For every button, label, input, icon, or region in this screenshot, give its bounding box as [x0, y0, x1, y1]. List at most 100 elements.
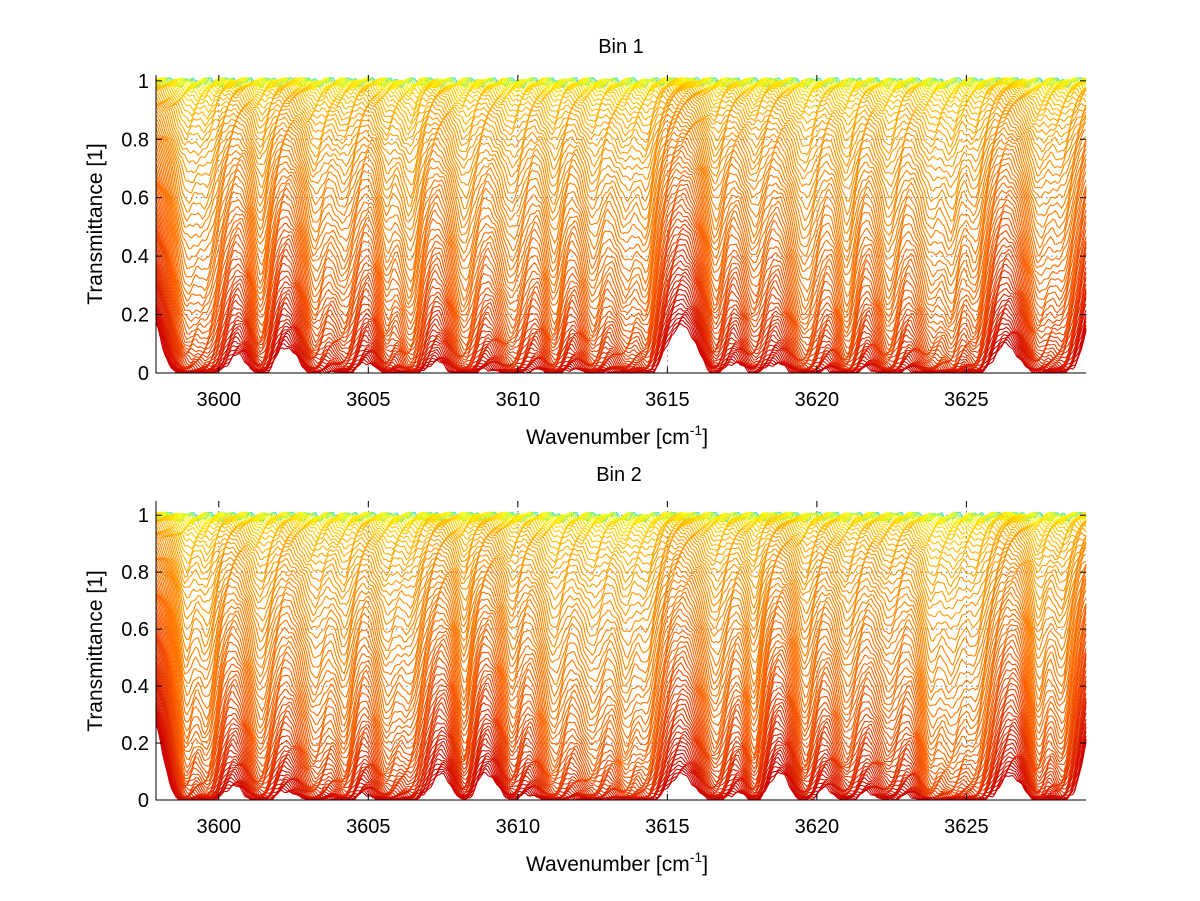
chart-title: Bin 1: [598, 36, 644, 58]
spectrum-line: [155, 174, 1087, 328]
spectrum-line: [155, 598, 1087, 786]
panel-bin-2: 3600 3605 3610 3615 3620 3625 0 0.2 0.4 0.6 0.8 1 B…: [84, 464, 1087, 876]
spectrum-line: [155, 511, 1087, 533]
spectrum-line: [155, 129, 1087, 256]
chart-title: Bin 2: [596, 464, 642, 486]
spectrum-line: [155, 81, 1087, 112]
plot-area-2: 3600 3605 3610 3615 3620 3625 0 0.2 0.4 0.6 0.8 1: [121, 501, 1087, 838]
spectrum-line: [155, 94, 1087, 161]
spectrum-line: [155, 179, 1087, 332]
x-tick-label: 3605: [346, 816, 391, 838]
spectrum-line: [155, 518, 1087, 562]
spectrum-line: [155, 517, 1087, 554]
spectrum-line: [155, 137, 1087, 278]
spectrum-line: [155, 572, 1087, 753]
spectrum-line: [155, 83, 1087, 125]
x-axis-label: Wavenumber [cm-1]: [526, 422, 708, 449]
spectrum-line: [155, 120, 1087, 242]
spectrum-line: [155, 101, 1087, 189]
spectrum-line: [155, 80, 1087, 107]
spectrum-line: [155, 183, 1087, 339]
spectrum-line: [155, 550, 1087, 694]
spectrum-line: [155, 260, 1087, 374]
spectrum-line: [155, 555, 1087, 701]
x-tick-label: 3620: [795, 389, 840, 411]
x-tick-label: 3600: [197, 816, 242, 838]
x-tick-label: 3610: [496, 389, 541, 411]
y-tick-label: 0.6: [121, 619, 149, 641]
spectrum-line: [155, 515, 1087, 544]
spectrum-line: [155, 221, 1087, 363]
spectrum-line: [155, 108, 1087, 210]
spectrum-line: [155, 568, 1087, 746]
spectrum-line: [155, 204, 1087, 357]
spectrum-line: [155, 595, 1087, 781]
y-tick-label: 0.2: [121, 733, 149, 755]
y-tick-label: 0.6: [121, 188, 149, 210]
spectrum-line: [155, 196, 1087, 353]
axis-ticks: 3600 3605 3610 3615 3620 3625 0 0.2 0.4 0.6 0.8 1: [121, 501, 1086, 838]
x-axis-label-tail: ]: [702, 853, 708, 876]
spectrum-line: [155, 126, 1087, 251]
spectrum-line: [155, 211, 1087, 361]
spectrum-line: [155, 562, 1087, 738]
y-axis-label: Transmittance [1]: [84, 143, 107, 304]
x-tick-label: 3625: [944, 389, 989, 411]
y-tick-label: 1: [138, 505, 149, 527]
spectrum-line: [155, 594, 1087, 775]
spectrum-line: [155, 161, 1087, 321]
x-axis-label-superscript: -1: [690, 849, 703, 865]
x-tick-label: 3620: [795, 816, 840, 838]
spectrum-line: [155, 592, 1087, 770]
y-tick-label: 0.4: [121, 676, 149, 698]
x-axis-label-text: Wavenumber [cm: [526, 853, 690, 876]
y-tick-label: 0.4: [121, 246, 149, 268]
spectrum-line: [155, 149, 1087, 304]
x-axis-label-text: Wavenumber [cm: [526, 426, 690, 449]
y-tick-label: 0.8: [121, 129, 149, 151]
x-axis-label: Wavenumber [cm-1]: [526, 849, 708, 876]
spectrum-line: [155, 532, 1087, 631]
spectrum-line: [155, 558, 1087, 719]
spectrum-line: [155, 189, 1087, 350]
spectrum-line: [155, 515, 1087, 549]
y-axis-label: Transmittance [1]: [84, 570, 107, 731]
spectrum-line: [155, 636, 1087, 797]
y-tick-label: 0.8: [121, 562, 149, 584]
spectrum-line: [155, 525, 1087, 596]
spectrum-line: [155, 82, 1087, 117]
spectrum-line: [155, 533, 1087, 642]
spectrum-line: [155, 238, 1087, 371]
x-axis-label-superscript: -1: [690, 422, 703, 438]
spectrum-line: [155, 539, 1087, 666]
panel-bin-1: 3600 3605 3610 3615 3620 3625 0 0.2 0.4 0.6 0.8 1 B…: [84, 36, 1087, 449]
y-tick-label: 0.2: [121, 305, 149, 327]
y-tick-label: 1: [138, 71, 149, 93]
spectrum-line: [155, 167, 1087, 325]
spectrum-line: [155, 76, 1087, 92]
spectrum-line: [155, 111, 1087, 223]
spectrum-line: [155, 139, 1087, 287]
x-axis-label-tail: ]: [702, 426, 708, 449]
spectrum-line: [155, 144, 1087, 295]
spectrum-line: [155, 521, 1087, 588]
spectrum-line: [155, 604, 1087, 790]
spectrum-line: [155, 587, 1087, 767]
spectrum-line: [155, 76, 1087, 98]
spectrum-line: [155, 544, 1087, 686]
spectrum-line: [155, 558, 1087, 730]
spectrum-line: [155, 520, 1087, 579]
x-tick-label: 3625: [944, 816, 989, 838]
spectrum-line: [155, 621, 1087, 794]
plot-area-1: 3600 3605 3610 3615 3620 3625 0 0.2 0.4 0.6 0.8 1: [121, 71, 1087, 411]
spectrum-line: [155, 216, 1087, 362]
spectrum-line: [155, 133, 1087, 267]
spectrum-line: [155, 531, 1087, 620]
x-tick-label: 3605: [346, 389, 391, 411]
spectrum-line: [155, 91, 1087, 156]
spectrum-line: [155, 105, 1087, 199]
y-tick-label: 0: [138, 363, 149, 385]
spectrum-line: [155, 87, 1087, 141]
y-tick-label: 0: [138, 790, 149, 812]
